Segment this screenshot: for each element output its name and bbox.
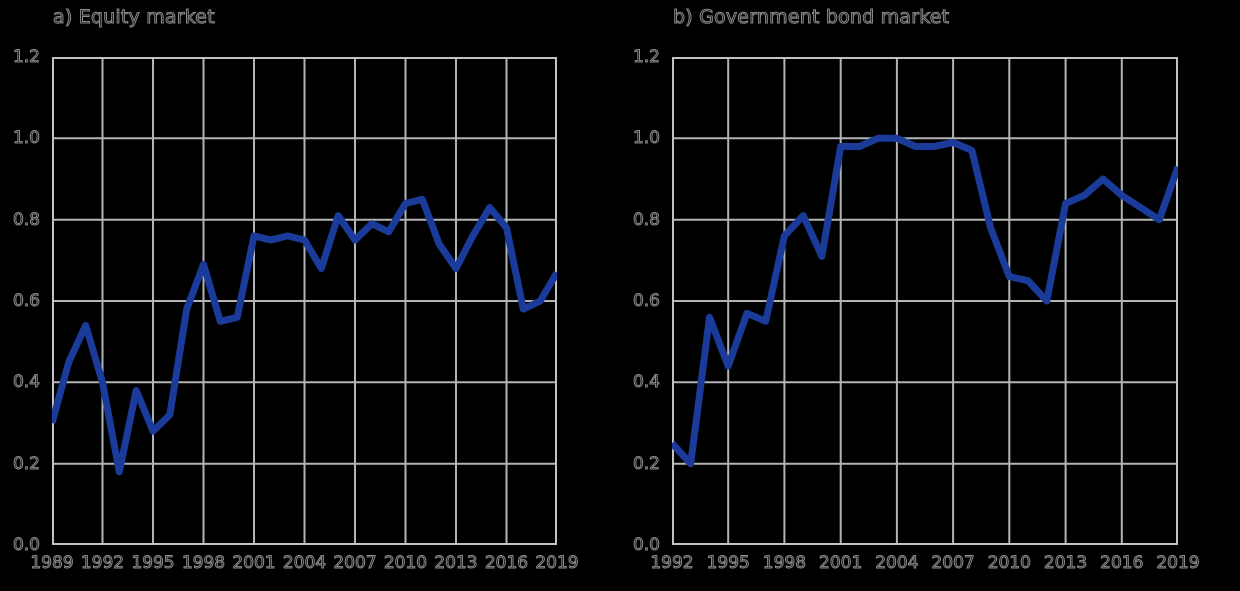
x-tick-label: 2001 xyxy=(819,553,863,574)
y-tick-label: 0.8 xyxy=(632,209,660,230)
x-tick-label: 1992 xyxy=(80,553,125,574)
x-tick-label: 1998 xyxy=(762,553,807,574)
x-tick-label: 2016 xyxy=(484,553,529,574)
y-tick-label: 0.0 xyxy=(632,535,660,556)
x-tick-label: 2004 xyxy=(875,553,919,574)
x-tick-label: 1998 xyxy=(181,553,226,574)
y-tick-label: 1.2 xyxy=(632,47,660,68)
chart-title-bond: b) Government bond market xyxy=(672,6,950,29)
y-tick-label: 0.2 xyxy=(632,453,660,474)
y-tick-label: 1.0 xyxy=(12,128,40,149)
equity-line-plot xyxy=(52,57,557,545)
y-tick-label: 0.4 xyxy=(632,372,660,393)
x-tick-label: 2013 xyxy=(434,553,478,574)
x-tick-label: 2010 xyxy=(987,553,1031,574)
x-tick-label: 2019 xyxy=(1156,553,1200,574)
plot-border xyxy=(672,57,1178,545)
y-tick-label: 1.2 xyxy=(12,47,40,68)
x-tick-label: 2007 xyxy=(333,553,377,574)
y-tick-label: 0.2 xyxy=(12,453,40,474)
x-tick-label: 1995 xyxy=(131,553,175,574)
x-tick-label: 1995 xyxy=(706,553,750,574)
x-tick-label: 2019 xyxy=(535,553,579,574)
x-tick-label: 2016 xyxy=(1100,553,1144,574)
y-tick-label: 0.6 xyxy=(12,291,40,312)
x-tick-label: 2001 xyxy=(232,553,276,574)
x-tick-label: 2004 xyxy=(282,553,327,574)
x-tick-label: 1989 xyxy=(30,553,74,574)
x-tick-label: 1992 xyxy=(650,553,694,574)
data-line xyxy=(52,195,557,476)
plot-border xyxy=(52,57,557,545)
y-tick-label: 0.8 xyxy=(12,209,40,230)
chart-title-equity: a) Equity market xyxy=(53,6,216,29)
bond-line-plot xyxy=(672,57,1178,545)
x-tick-label: 2007 xyxy=(931,553,975,574)
x-tick-label: 2010 xyxy=(383,553,428,574)
y-tick-label: 0.0 xyxy=(12,535,40,556)
x-tick-label: 2013 xyxy=(1043,553,1088,574)
y-tick-label: 0.6 xyxy=(632,291,660,312)
y-tick-label: 1.0 xyxy=(632,128,660,149)
y-tick-label: 0.4 xyxy=(12,372,40,393)
data-line xyxy=(672,134,1178,468)
